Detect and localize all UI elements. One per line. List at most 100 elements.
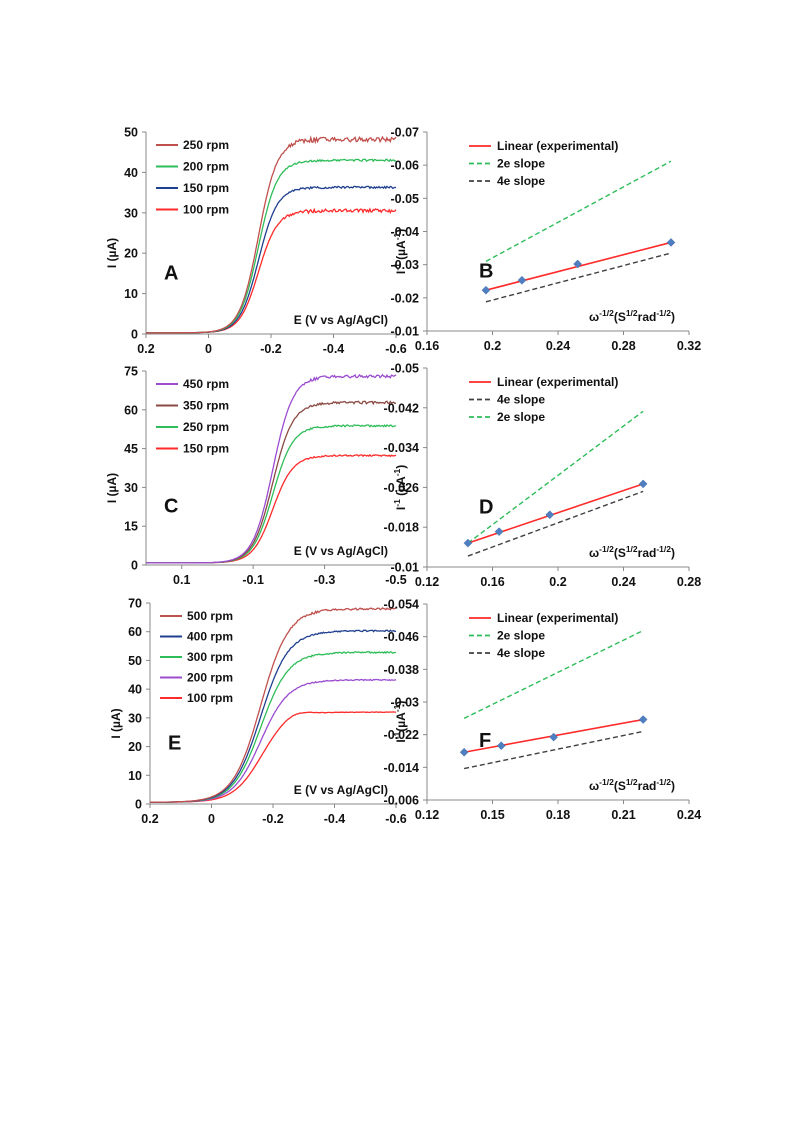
ylabel-part: ): [394, 701, 408, 705]
x-tick-label: 0.21: [611, 808, 635, 822]
xlabel-part: (S: [614, 546, 626, 560]
lines-group-B: [481, 160, 676, 303]
panel-label: C: [164, 496, 178, 518]
y-tick-label: 15: [124, 520, 138, 534]
ylabel-part: (µA: [394, 240, 408, 263]
y-tick-label: 10: [128, 769, 142, 783]
y-axis-label: I-1(µA-1): [392, 701, 408, 743]
y-tick-label: 50: [124, 126, 138, 140]
legend-label: 150 rpm: [183, 181, 229, 195]
xlabel-part: (S: [614, 779, 626, 793]
y-tick-label: 30: [124, 206, 138, 220]
x-tick-label: 0: [208, 812, 215, 826]
panel-label: F: [479, 730, 491, 752]
y-tick-label: 0: [131, 559, 138, 573]
ylabel-sup: -1: [392, 468, 402, 476]
fit-line-2e-slope: [485, 160, 672, 262]
x-tick-label: 0.28: [677, 575, 701, 589]
y-tick-label: 10: [124, 287, 138, 301]
y-tick-label: -0.04: [391, 225, 420, 239]
legend-label: 400 rpm: [187, 630, 233, 644]
data-point-marker: [517, 275, 527, 285]
y-axis-label: I-1 (µA-1): [392, 229, 408, 274]
y-tick-label: -0.026: [384, 481, 419, 495]
x-tick-label: -0.6: [385, 812, 407, 826]
y-tick-label: -0.046: [384, 630, 419, 644]
x-tick-label: 0.12: [415, 575, 439, 589]
legend-E: 500 rpm 400 rpm 300 rpm 200 rpm 100 rpm: [160, 609, 233, 705]
y-tick-label: 0: [131, 328, 138, 342]
y-tick-label: -0.03: [391, 696, 420, 710]
y-tick-label: 30: [124, 481, 138, 495]
x-axis-label: ω-1/2(S1/2rad-1/2): [589, 544, 675, 560]
x-tick-label: 0.2: [137, 342, 154, 356]
series-line-450-rpm: [146, 373, 397, 564]
legend-label: Linear (experimental): [497, 375, 618, 389]
x-tick-label: 0.15: [480, 808, 504, 822]
legend-label: 4e slope: [497, 174, 545, 188]
series-group-E: [150, 607, 397, 803]
x-tick-label: 0.16: [480, 575, 504, 589]
series-group-C: [146, 373, 397, 564]
axes-F: 0.12 0.15 0.18 0.21 0.24 -0.006 -0.014 -0.022 -0…: [384, 598, 702, 823]
axes-D: 0.12 0.16 0.2 0.24 0.28 -0.01 -0.018 -0.026 -0.0…: [384, 362, 702, 590]
y-tick-label: -0.054: [384, 598, 419, 612]
legend-label: 500 rpm: [187, 609, 233, 623]
xlabel-sup: -1/2: [656, 544, 671, 554]
fit-line-4e-slope: [467, 490, 644, 557]
y-tick-label: 0: [135, 798, 142, 812]
legend-F: Linear (experimental) 2e slope 4e slope: [469, 611, 618, 660]
legend-label: 250 rpm: [183, 138, 229, 152]
legend-label: 2e slope: [497, 157, 545, 171]
ylabel-part: I: [394, 271, 408, 274]
x-tick-label: 0.24: [611, 575, 635, 589]
legend-C: 450 rpm 350 rpm 250 rpm 150 rpm: [156, 377, 229, 456]
x-tick-label: 0.16: [415, 339, 439, 353]
x-tick-label: -0.4: [324, 812, 346, 826]
xlabel-part: ): [671, 779, 675, 793]
xlabel-part: rad: [638, 546, 657, 560]
x-tick-label: -0.2: [262, 812, 284, 826]
x-tick-label: -0.5: [385, 573, 407, 587]
data-point-marker: [666, 238, 676, 247]
legend-label: 200 rpm: [187, 671, 233, 685]
legend-A: 250 rpm 200 rpm 150 rpm 100 rpm: [156, 138, 229, 217]
xlabel-omega: ω: [589, 779, 599, 793]
x-tick-label: -0.2: [260, 342, 282, 356]
x-axis-label: ω-1/2(S1/2rad-1/2): [589, 308, 675, 324]
y-tick-label: 30: [128, 711, 142, 725]
y-tick-label: -0.018: [384, 521, 419, 535]
legend-label: 4e slope: [497, 646, 545, 660]
y-tick-label: 20: [124, 247, 138, 261]
panel-label: A: [164, 262, 178, 284]
x-axis-label: E (V vs Ag/AgCl): [294, 783, 388, 797]
x-tick-label: 0.2: [141, 812, 158, 826]
ylabel-part: ): [394, 465, 408, 469]
legend-label: 300 rpm: [187, 650, 233, 664]
x-tick-label: 0.18: [546, 808, 570, 822]
legend-label: 100 rpm: [187, 691, 233, 705]
data-point-marker: [573, 259, 583, 269]
y-tick-label: -0.05: [391, 192, 420, 206]
ylabel-part: I: [394, 739, 408, 742]
fit-line-4e-slope: [463, 730, 644, 770]
x-tick-label: -0.1: [242, 573, 264, 587]
x-tick-label: 0.2: [484, 339, 501, 353]
legend-B: Linear (experimental) 2e slope 4e slope: [469, 139, 618, 188]
x-tick-label: -0.3: [314, 573, 336, 587]
fit-line-2e-slope: [467, 410, 644, 544]
data-point-marker: [463, 538, 473, 548]
legend-label: Linear (experimental): [497, 139, 618, 153]
xlabel-part: ): [671, 310, 675, 324]
y-tick-label: 40: [128, 683, 142, 697]
x-tick-label: 0.2: [549, 575, 566, 589]
legend-D: Linear (experimental) 4e slope 2e slope: [469, 375, 618, 424]
xlabel-part: (S: [614, 310, 626, 324]
x-axis-label: E (V vs Ag/AgCl): [294, 544, 388, 558]
xlabel-sup: -1/2: [599, 777, 614, 787]
xlabel-sup: -1/2: [599, 308, 614, 318]
legend-label: 350 rpm: [183, 399, 229, 413]
